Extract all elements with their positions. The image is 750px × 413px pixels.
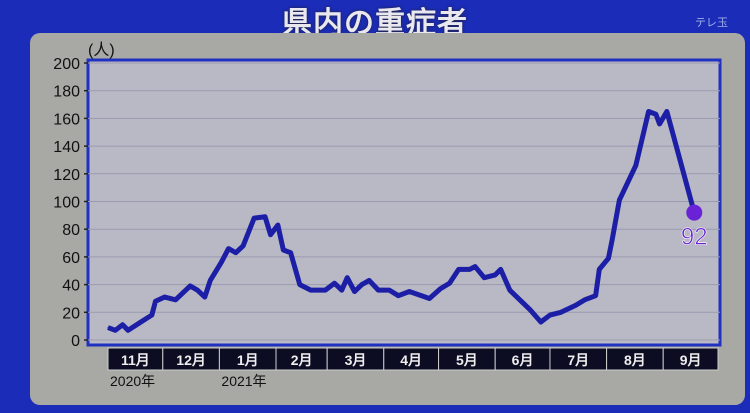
data-point [277,224,279,226]
data-point [290,252,292,254]
y-tick-label: 40 [62,278,80,295]
data-point [377,289,379,291]
data-point [595,295,597,297]
month-label: 4月 [400,352,422,368]
data-point [397,295,399,297]
end-marker [686,204,703,221]
data-point [310,289,312,291]
y-tick-label: 80 [62,222,80,239]
data-point [346,277,348,279]
data-point [584,299,586,301]
data-point [189,285,191,287]
data-point [324,289,326,291]
data-point [270,234,272,236]
data-point [408,291,410,293]
data-point [282,249,284,251]
data-point [666,110,668,112]
data-point [469,268,471,270]
data-point [500,268,502,270]
y-tick-label: 100 [53,195,80,212]
y-tick-label: 160 [53,111,80,128]
data-point [204,296,206,298]
month-label: 2月 [291,352,313,368]
data-point [228,248,230,250]
data-point [659,123,661,125]
data-point [575,304,577,306]
plot-area [86,58,722,347]
data-point [175,299,177,301]
data-point [494,274,496,276]
data-point [618,199,620,201]
y-tick-label: 180 [53,84,80,101]
data-point [354,291,356,293]
data-point [361,284,363,286]
data-point [114,329,116,331]
month-label: 9月 [680,352,702,368]
year-label: 2020年 [110,373,155,389]
data-point [483,277,485,279]
month-box [662,347,719,371]
month-label: 8月 [624,352,646,368]
data-point [264,216,266,218]
y-tick-label: 20 [62,305,80,322]
data-point [428,297,430,299]
month-label: 6月 [512,352,534,368]
data-point [388,289,390,291]
data-point [140,321,142,323]
y-tick-label: 140 [53,139,80,156]
data-point [209,279,211,281]
y-tick-label: 60 [62,250,80,267]
data-point [458,268,460,270]
data-point [540,321,542,323]
data-point [449,282,451,284]
data-point [635,164,637,166]
data-point [235,252,237,254]
data-point [368,279,370,281]
data-point [598,268,600,270]
year-label: 2021年 [221,373,266,389]
month-label: 12月 [176,352,206,368]
watermark: テレ玉 [695,16,728,29]
data-point [549,314,551,316]
data-point [127,329,129,331]
y-axis-unit: (人) [88,41,115,59]
data-point [154,300,156,302]
data-point [529,309,531,311]
data-point [648,110,650,112]
data-point [196,289,198,291]
data-point [299,284,301,286]
data-point [560,311,562,313]
data-point [439,288,441,290]
data-point [107,327,109,329]
data-point [122,324,124,326]
end-value-label: 92 [681,224,708,251]
month-label: 11月 [121,352,150,368]
data-point [607,257,609,259]
y-tick-label: 120 [53,167,80,184]
month-label: 7月 [567,352,589,368]
y-tick-label: 0 [71,333,80,350]
month-label: 5月 [456,352,478,368]
data-point [611,239,613,241]
month-label: 3月 [345,352,367,368]
data-point [655,113,657,115]
data-point [164,296,166,298]
month-label: 1月 [237,352,259,368]
data-point [253,217,255,219]
data-point [509,289,511,291]
data-point [333,282,335,284]
data-point [242,245,244,247]
data-point [151,314,153,316]
data-point [341,289,343,291]
y-tick-label: 200 [53,56,80,73]
data-point [220,261,222,263]
data-point [474,266,476,268]
